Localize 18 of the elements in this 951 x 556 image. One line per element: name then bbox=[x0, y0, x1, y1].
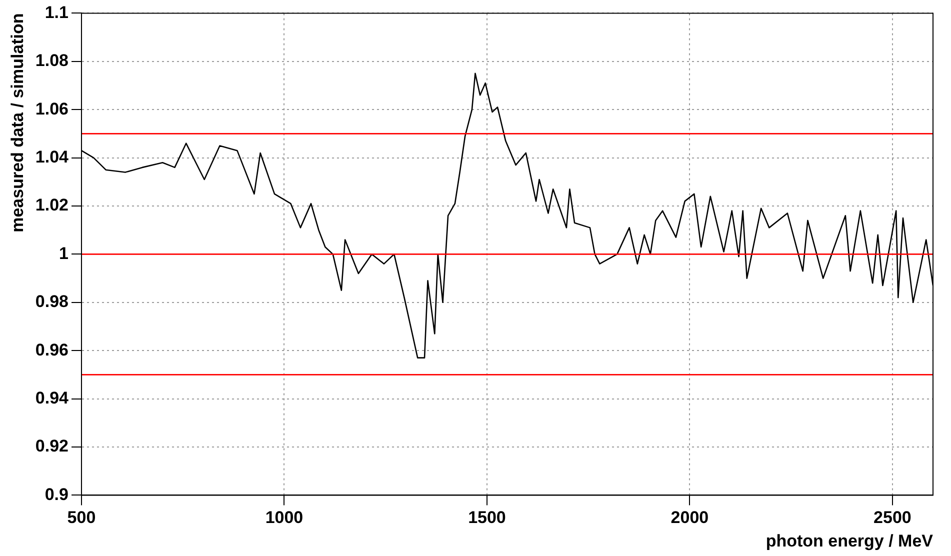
x-tick-label: 500 bbox=[67, 508, 96, 528]
y-tick-label: 0.96 bbox=[35, 340, 68, 360]
y-tick-label: 1.04 bbox=[35, 147, 70, 166]
y-tick-label: 0.94 bbox=[35, 388, 70, 408]
x-tick-label: 2500 bbox=[874, 508, 912, 528]
y-tick-label: 1.02 bbox=[35, 196, 68, 215]
x-tick-label: 1000 bbox=[265, 508, 304, 528]
y-tick-label: 0.92 bbox=[35, 436, 68, 456]
x-tick-label: 2000 bbox=[670, 508, 709, 528]
y-tick-label: 1.1 bbox=[44, 2, 68, 22]
x-tick-label: 1500 bbox=[468, 508, 506, 528]
y-tick-label: 1.06 bbox=[35, 99, 68, 118]
y-tick-label: 1 bbox=[59, 244, 68, 263]
y-tick-label: 0.98 bbox=[35, 292, 68, 312]
y-axis-title: measured data / simulation bbox=[8, 13, 27, 232]
x-axis-title: photon energy / MeV bbox=[766, 531, 934, 550]
y-tick-label: 0.9 bbox=[44, 484, 68, 504]
y-tick-label: 1.08 bbox=[35, 51, 68, 70]
